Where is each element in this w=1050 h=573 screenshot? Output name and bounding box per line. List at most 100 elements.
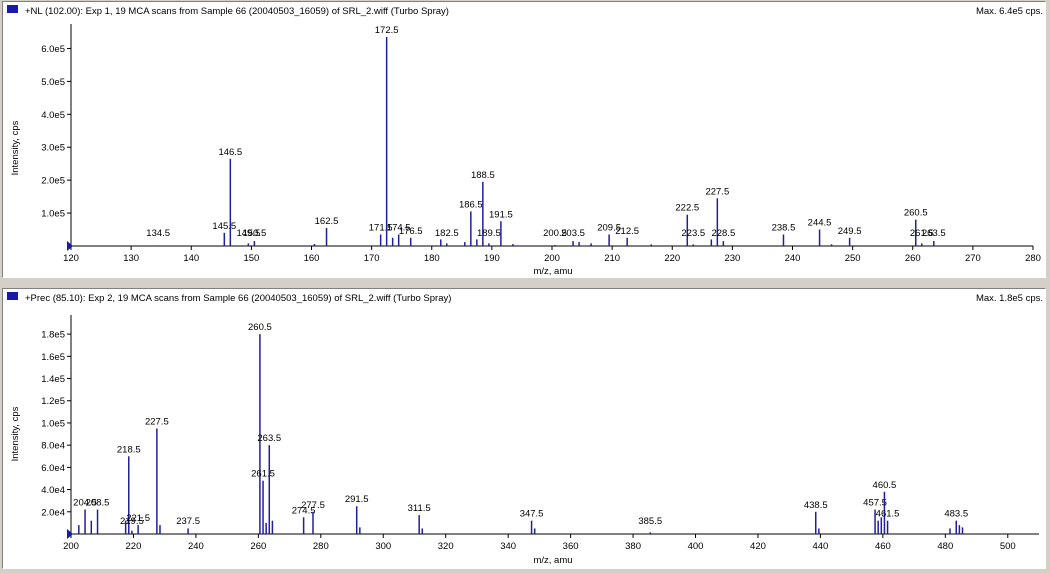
x-tick-label: 320 — [438, 541, 454, 552]
y-tick-label: 2.0e5 — [41, 176, 65, 187]
peak-label: 274.5 — [292, 505, 316, 516]
y-tick-label: 4.0e4 — [41, 485, 65, 496]
x-tick-label: 300 — [375, 541, 391, 552]
peak-label: 461.5 — [876, 509, 900, 520]
peak-label: 162.5 — [315, 216, 339, 227]
peak-label: 291.5 — [345, 494, 369, 505]
peak-label: 149.5 — [236, 228, 260, 239]
y-tick-label: 5.0e5 — [41, 77, 65, 88]
x-tick-label: 210 — [604, 253, 620, 264]
peak-label: 263.5 — [257, 433, 281, 444]
y-axis-label: Intensity, cps — [10, 120, 21, 175]
peak-label: 191.5 — [489, 209, 513, 220]
peak-label: 483.5 — [944, 509, 968, 520]
y-tick-label: 6.0e5 — [41, 44, 65, 55]
peak-label: 203.5 — [561, 228, 585, 239]
blue-square-icon[interactable] — [7, 5, 18, 13]
peak-label: 260.5 — [904, 208, 928, 219]
x-tick-label: 500 — [1000, 541, 1016, 552]
peak-label: 182.5 — [435, 228, 459, 239]
x-tick-label: 340 — [500, 541, 516, 552]
spectrum-chart-1: +NL (102.00): Exp 1, 19 MCA scans from S… — [7, 5, 1043, 277]
peak-label: 219.5 — [120, 516, 144, 527]
x-tick-label: 220 — [126, 541, 142, 552]
peak-label: 238.5 — [772, 222, 796, 233]
peak-label: 188.5 — [471, 170, 495, 181]
blue-square-icon[interactable] — [7, 292, 18, 300]
peak-label: 227.5 — [145, 417, 169, 428]
y-tick-label: 1.0e5 — [41, 209, 65, 220]
peak-label: 244.5 — [808, 218, 832, 229]
y-tick-label: 2.0e4 — [41, 507, 65, 518]
max-intensity-label: Max. 1.8e5 cps. — [976, 293, 1043, 304]
peak-label: 460.5 — [873, 480, 897, 491]
x-tick-label: 160 — [304, 253, 320, 264]
x-axis-label: m/z, amu — [533, 555, 572, 566]
x-tick-label: 230 — [724, 253, 740, 264]
max-intensity-label: Max. 6.4e5 cps. — [976, 6, 1043, 17]
chart-title: +Prec (85.10): Exp 2, 19 MCA scans from … — [25, 293, 451, 304]
blue-triangle-icon[interactable] — [67, 529, 73, 539]
peak-label: 222.5 — [675, 203, 699, 214]
x-tick-label: 380 — [625, 541, 641, 552]
peak-label: 186.5 — [459, 199, 483, 210]
spectrum-pane-2: +Prec (85.10): Exp 2, 19 MCA scans from … — [2, 288, 1046, 569]
x-tick-label: 240 — [188, 541, 204, 552]
spectrum-pane-1: +NL (102.00): Exp 1, 19 MCA scans from S… — [2, 1, 1046, 278]
x-tick-label: 200 — [544, 253, 560, 264]
peak-label: 385.5 — [638, 516, 662, 527]
chart-title: +NL (102.00): Exp 1, 19 MCA scans from S… — [25, 6, 449, 17]
blue-triangle-icon[interactable] — [67, 241, 73, 251]
peak-label: 347.5 — [520, 509, 544, 520]
peak-label: 134.5 — [146, 228, 170, 239]
peak-label: 227.5 — [705, 186, 729, 197]
y-tick-label: 3.0e5 — [41, 143, 65, 154]
peak-label: 311.5 — [408, 503, 431, 514]
y-tick-label: 1.2e5 — [41, 396, 65, 407]
peak-label: 277.5 — [301, 500, 325, 511]
x-tick-label: 130 — [123, 253, 139, 264]
x-tick-label: 460 — [875, 541, 891, 552]
peak-label: 212.5 — [615, 226, 639, 237]
x-tick-label: 150 — [243, 253, 259, 264]
peak-label: 189.5 — [477, 228, 501, 239]
x-tick-label: 400 — [688, 541, 704, 552]
peak-label: 223.5 — [681, 228, 705, 239]
peak-label: 237.5 — [176, 516, 200, 527]
y-tick-label: 8.0e4 — [41, 441, 65, 452]
peak-label: 145.5 — [212, 221, 236, 232]
x-tick-label: 420 — [750, 541, 766, 552]
x-tick-label: 220 — [664, 253, 680, 264]
x-tick-label: 140 — [183, 253, 199, 264]
peak-label: 200.5 — [543, 228, 567, 239]
x-tick-label: 240 — [785, 253, 801, 264]
spectrum-chart-2: +Prec (85.10): Exp 2, 19 MCA scans from … — [7, 292, 1043, 566]
peak-label: 176.5 — [399, 226, 423, 237]
peak-label: 218.5 — [117, 444, 141, 455]
peak-label: 261.5 — [251, 469, 275, 480]
x-tick-label: 280 — [313, 541, 329, 552]
x-tick-label: 120 — [63, 253, 79, 264]
x-tick-label: 260 — [250, 541, 266, 552]
y-tick-label: 4.0e5 — [41, 110, 65, 121]
peak-label: 172.5 — [375, 25, 399, 36]
peak-label: 263.5 — [922, 228, 946, 239]
y-tick-label: 1.6e5 — [41, 352, 65, 363]
x-tick-label: 440 — [812, 541, 828, 552]
y-tick-label: 6.0e4 — [41, 463, 65, 474]
x-axis-label: m/z, amu — [533, 266, 572, 277]
peak-label: 174.5 — [387, 222, 411, 233]
x-tick-label: 200 — [63, 541, 79, 552]
x-tick-label: 280 — [1025, 253, 1041, 264]
y-tick-label: 1.0e5 — [41, 418, 65, 429]
x-tick-label: 480 — [937, 541, 953, 552]
peak-label: 261.5 — [910, 228, 934, 239]
y-tick-label: 1.8e5 — [41, 330, 65, 341]
peak-label: 249.5 — [838, 226, 862, 237]
x-tick-label: 360 — [563, 541, 579, 552]
peak-label: 457.5 — [863, 498, 887, 509]
y-tick-label: 1.4e5 — [41, 374, 65, 385]
x-tick-label: 180 — [424, 253, 440, 264]
peak-label: 228.5 — [711, 228, 735, 239]
x-tick-label: 190 — [484, 253, 500, 264]
